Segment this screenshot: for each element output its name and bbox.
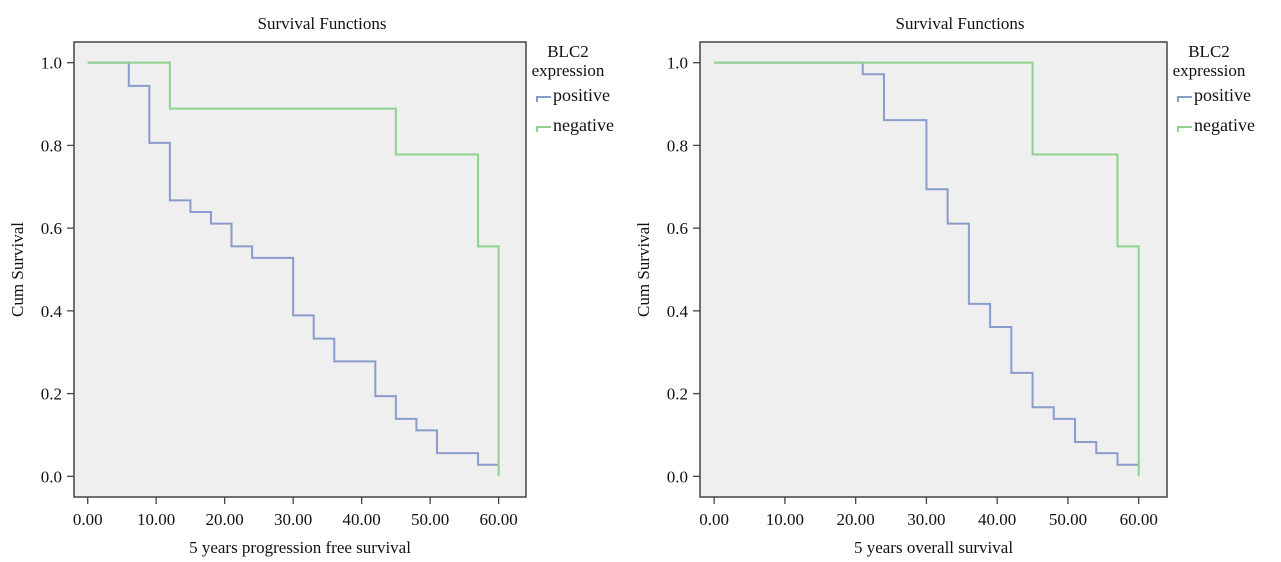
chart-title: Survival Functions xyxy=(896,14,1025,33)
x-tick-label: 0.00 xyxy=(73,510,103,529)
x-tick-label: 0.00 xyxy=(699,510,729,529)
x-tick-label: 60.00 xyxy=(1120,510,1158,529)
y-tick-label: 1.0 xyxy=(41,54,62,73)
x-axis-label: 5 years overall survival xyxy=(854,538,1013,557)
y-tick-label: 0.0 xyxy=(667,467,688,486)
y-tick-label: 0.8 xyxy=(41,136,62,155)
y-tick-label: 0.6 xyxy=(667,219,688,238)
legend-title-line: expression xyxy=(532,61,605,80)
legend-title-line: BLC2 xyxy=(1188,42,1230,61)
series-line-negative xyxy=(714,61,1140,477)
series-line-negative xyxy=(87,61,500,477)
x-tick-label: 20.00 xyxy=(206,510,244,529)
y-tick-label: 0.2 xyxy=(41,385,62,404)
legend-swatch-positive xyxy=(1177,96,1192,102)
x-tick-label: 40.00 xyxy=(978,510,1016,529)
y-tick-label: 0.4 xyxy=(667,302,689,321)
legend-label-positive: positive xyxy=(1194,85,1251,105)
x-tick-label: 50.00 xyxy=(1049,510,1087,529)
y-axis-label: Cum Survival xyxy=(8,222,27,317)
legend-title-line: expression xyxy=(1173,61,1246,80)
y-tick-label: 0.6 xyxy=(41,219,62,238)
series-line-positive xyxy=(714,61,1139,466)
y-axis-label: Cum Survival xyxy=(634,222,653,317)
legend-label-positive: positive xyxy=(553,85,610,105)
x-tick-label: 30.00 xyxy=(274,510,312,529)
y-tick-label: 0.8 xyxy=(667,136,688,155)
chart-panel-2: Survival Functions 0.0 0.2 0.4 0.6 0.8 1.0 0.00… xyxy=(634,14,1255,557)
legend-label-negative: negative xyxy=(553,115,614,135)
x-axis-label: 5 years progression free survival xyxy=(189,538,411,557)
x-tick-label: 60.00 xyxy=(479,510,517,529)
legend-title-line: BLC2 xyxy=(547,42,589,61)
chart-title: Survival Functions xyxy=(258,14,387,33)
x-tick-label: 20.00 xyxy=(837,510,875,529)
series-line-positive xyxy=(87,61,499,466)
legend-swatch-negative xyxy=(1177,126,1192,132)
x-tick-label: 10.00 xyxy=(766,510,804,529)
y-tick-label: 0.4 xyxy=(41,302,63,321)
legend-swatch-negative xyxy=(536,126,551,132)
chart-panel-1: Survival Functions 0.0 0.2 0.4 0.6 0.8 1.0 0.00… xyxy=(8,14,614,557)
legend-swatch-positive xyxy=(536,96,551,102)
x-tick-label: 40.00 xyxy=(343,510,381,529)
x-tick-label: 50.00 xyxy=(411,510,449,529)
y-tick-label: 1.0 xyxy=(667,54,688,73)
y-tick-label: 0.2 xyxy=(667,385,688,404)
plot-area xyxy=(699,41,1168,498)
y-tick-label: 0.0 xyxy=(41,467,62,486)
x-tick-label: 10.00 xyxy=(137,510,175,529)
plot-area xyxy=(73,41,527,498)
x-tick-label: 30.00 xyxy=(907,510,945,529)
legend-label-negative: negative xyxy=(1194,115,1255,135)
